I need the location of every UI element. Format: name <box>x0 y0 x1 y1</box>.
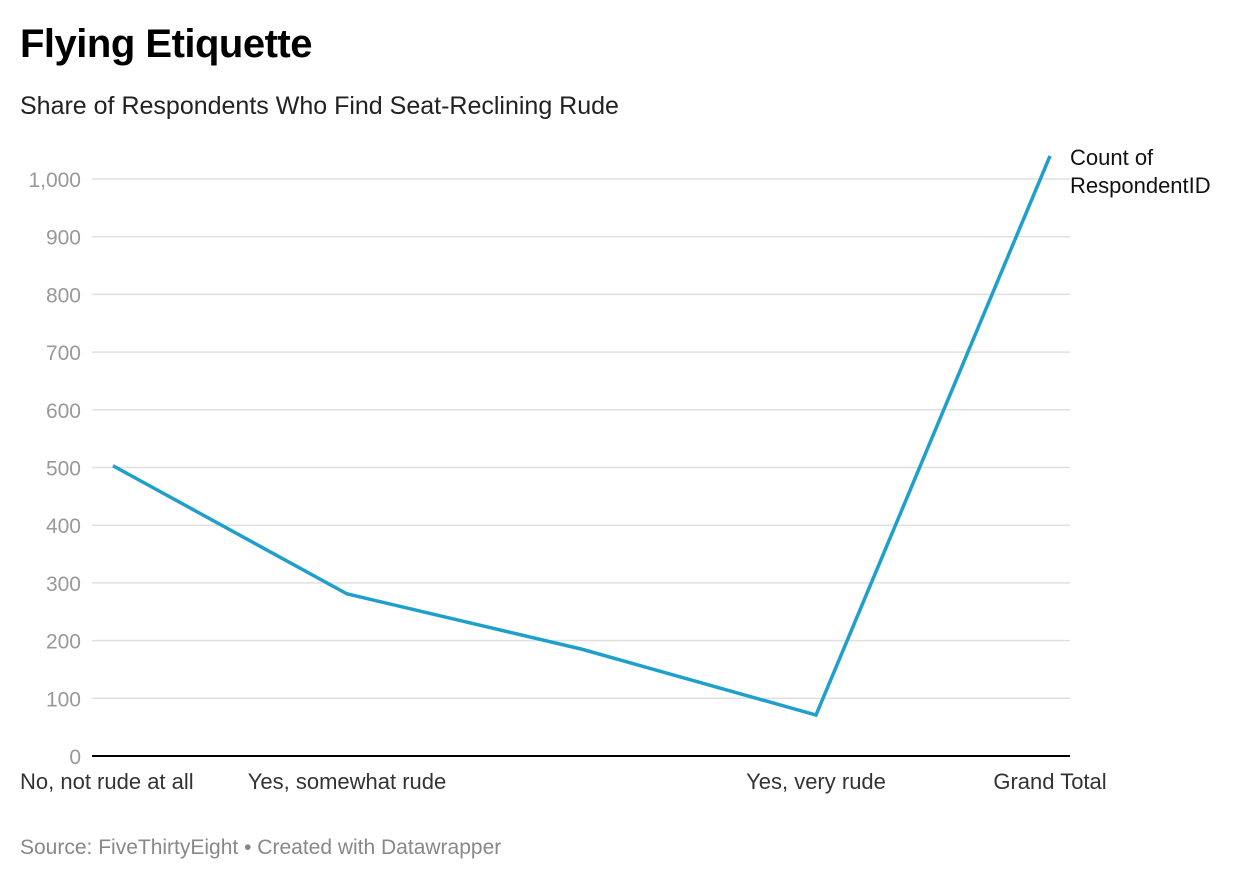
grid-lines <box>92 178 1070 700</box>
y-tick-label: 900 <box>46 227 81 250</box>
chart-title: Flying Etiquette <box>20 22 313 66</box>
chart-subtitle: Share of Respondents Who Find Seat-Recli… <box>20 92 619 120</box>
x-axis-labels: No, not rude at all Yes, somewhat rude Yes… <box>20 769 1107 794</box>
y-tick-label: 0 <box>69 746 81 769</box>
chart-footer: Source: FiveThirtyEight • Created with D… <box>20 836 501 860</box>
y-tick-label: 400 <box>46 515 81 538</box>
footer-separator: • <box>244 836 252 859</box>
x-tick-label: Yes, very rude <box>746 769 886 794</box>
credit-text: Created with Datawrapper <box>257 836 502 859</box>
x-tick-label: Grand Total <box>993 769 1106 794</box>
y-tick-label: 600 <box>46 400 81 423</box>
y-tick-label: 300 <box>46 573 81 596</box>
y-axis-ticks: 0 100 200 300 400 500 600 700 800 900 1,000 <box>28 169 81 769</box>
series-end-label: Count of RespondentID <box>1070 145 1211 198</box>
source-text: Source: FiveThirtyEight <box>20 836 239 859</box>
y-tick-label: 500 <box>46 458 81 481</box>
series-line <box>112 155 1052 718</box>
x-tick-label: No, not rude at all <box>20 769 194 794</box>
series-group: Count of RespondentID <box>112 145 1211 718</box>
y-tick-label: 700 <box>46 342 81 365</box>
x-tick-label: Yes, somewhat rude <box>248 769 447 794</box>
y-tick-label: 1,000 <box>28 169 81 192</box>
y-tick-label: 800 <box>46 284 81 307</box>
y-tick-label: 100 <box>46 688 81 711</box>
y-tick-label: 200 <box>46 631 81 654</box>
